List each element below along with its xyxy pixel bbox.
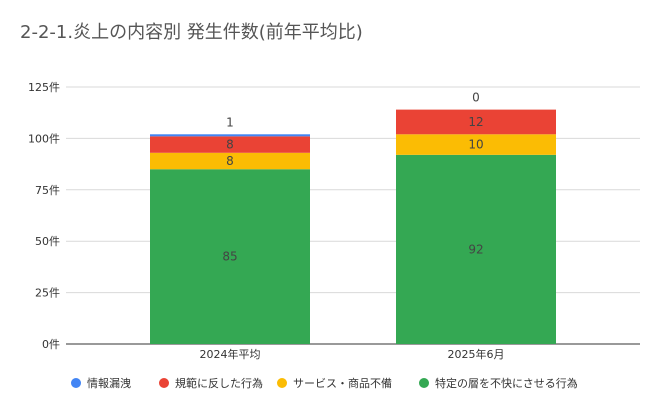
data-labels: 85 8 8 1 92 10 12 0 bbox=[222, 91, 483, 264]
legend-swatch bbox=[277, 378, 287, 388]
x-category-label: 2024年平均 bbox=[200, 347, 261, 361]
chart-title: 2-2-1.炎上の内容別 発生件数(前年平均比) bbox=[20, 22, 363, 43]
x-axis-categories: 2024年平均 2025年6月 bbox=[200, 347, 505, 361]
legend-swatch bbox=[159, 378, 169, 388]
bar-segment bbox=[150, 134, 310, 137]
bar-segment bbox=[150, 152, 310, 170]
bar-segment bbox=[396, 109, 556, 135]
y-tick-label: 0件 bbox=[42, 338, 60, 351]
legend-swatch bbox=[419, 378, 429, 388]
bar-segment bbox=[396, 154, 556, 344]
legend-label: 規範に反した行為 bbox=[175, 376, 263, 390]
data-label: 8 bbox=[226, 154, 234, 168]
legend-swatch bbox=[71, 378, 81, 388]
legend-label: サービス・商品不備 bbox=[293, 376, 392, 390]
bar-segment bbox=[150, 136, 310, 153]
y-tick-label: 75件 bbox=[35, 184, 60, 197]
data-label: 92 bbox=[468, 242, 483, 256]
y-tick-label: 125件 bbox=[28, 81, 60, 94]
data-label: 12 bbox=[468, 115, 483, 129]
bars bbox=[150, 109, 556, 344]
data-label: 85 bbox=[222, 250, 237, 264]
y-tick-label: 100件 bbox=[28, 132, 60, 145]
legend: 情報漏洩 規範に反した行為 サービス・商品不備 特定の層を不快にさせる行為 bbox=[71, 376, 578, 390]
legend-label: 特定の層を不快にさせる行為 bbox=[435, 376, 578, 390]
x-category-label: 2025年6月 bbox=[448, 347, 505, 361]
data-label: 10 bbox=[468, 138, 483, 152]
data-label: 8 bbox=[226, 138, 234, 152]
data-label: 0 bbox=[472, 91, 480, 105]
bar-segment bbox=[150, 169, 310, 344]
y-tick-label: 25件 bbox=[35, 287, 60, 300]
bar-segment bbox=[396, 134, 556, 155]
legend-label: 情報漏洩 bbox=[87, 376, 131, 390]
y-tick-label: 50件 bbox=[35, 235, 60, 248]
y-axis-ticks: 0件 25件 50件 75件 100件 125件 bbox=[28, 81, 60, 351]
data-label: 1 bbox=[226, 115, 234, 129]
